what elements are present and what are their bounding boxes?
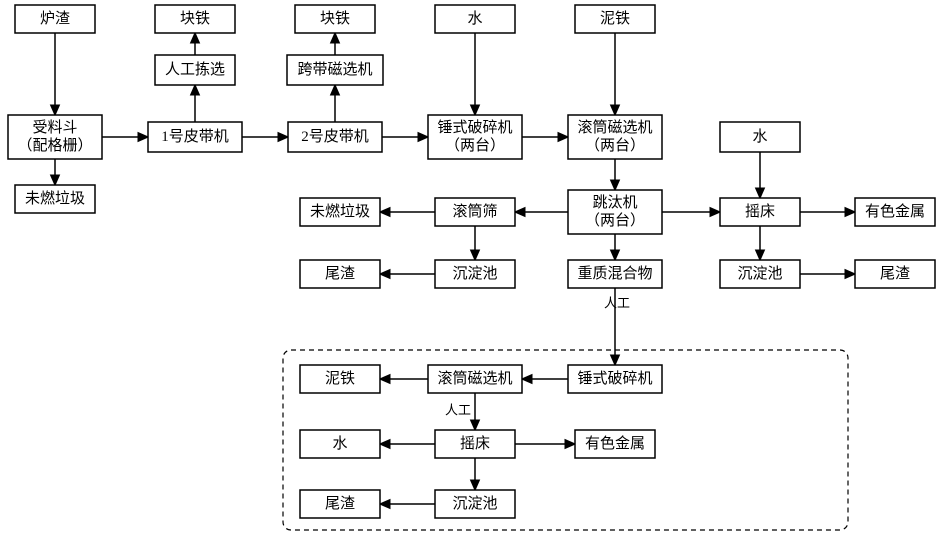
node-label: 有色金属 — [585, 435, 645, 452]
node-label: 块铁 — [320, 10, 350, 27]
node-label: 摇床 — [460, 435, 490, 452]
node-label: 炉渣 — [40, 10, 70, 27]
node-label: 有色金属 — [865, 203, 925, 220]
node-label: 锤式破碎机 — [577, 370, 652, 387]
node-label: 受料斗 — [32, 119, 77, 136]
node-label: 重质混合物 — [577, 265, 652, 282]
node-label: 水 — [332, 435, 347, 452]
node-n_jianxuan: 人工拣选 — [155, 55, 235, 85]
node-label2: （两台） — [445, 137, 505, 154]
node-n_tiaotai: 跳汰机（两台） — [568, 190, 662, 234]
node-n_luzha: 炉渣 — [15, 5, 95, 33]
node-n_yaochuang1: 摇床 — [720, 198, 800, 226]
node-label2: （配格栅） — [17, 137, 92, 154]
node-n_weizha3: 尾渣 — [300, 490, 380, 518]
node-n_shui1: 水 — [435, 5, 515, 33]
node-label: 滚筒筛 — [452, 203, 497, 220]
node-n_youse1: 有色金属 — [855, 198, 935, 226]
annotation: 人工 — [445, 403, 471, 418]
node-label: 水 — [467, 10, 482, 27]
node-n_guntongshai: 滚筒筛 — [435, 198, 515, 226]
node-n_guntong: 滚筒磁选机（两台） — [568, 115, 662, 159]
node-label: 未燃垃圾 — [25, 189, 85, 207]
node-label: 跨带磁选机 — [297, 61, 372, 78]
node-n_chendian1: 沉淀池 — [435, 260, 515, 288]
node-n_shui2: 水 — [720, 122, 800, 152]
node-n_chendian3: 沉淀池 — [435, 490, 515, 518]
node-n_chendian2: 沉淀池 — [720, 260, 800, 288]
node-n_youse2: 有色金属 — [575, 430, 655, 458]
node-label: 滚筒磁选机 — [577, 119, 652, 136]
node-n_kuaitie1: 块铁 — [155, 5, 235, 33]
node-label: 泥铁 — [600, 10, 630, 27]
node-label: 滚筒磁选机 — [437, 370, 512, 387]
node-label: 跳汰机 — [592, 194, 637, 211]
node-label: 泥铁 — [325, 370, 355, 387]
node-label: 水 — [752, 128, 767, 145]
node-label: 沉淀池 — [737, 265, 782, 282]
annotation: 人工 — [604, 296, 630, 311]
node-n_weizha1: 尾渣 — [300, 260, 380, 288]
node-n_zhongzhi: 重质混合物 — [568, 260, 662, 288]
node-label2: （两台） — [585, 137, 645, 154]
node-n_chui1: 锤式破碎机（两台） — [428, 115, 522, 159]
node-n_weizha2: 尾渣 — [855, 260, 935, 288]
node-n_shoudou: 受料斗（配格栅） — [8, 115, 102, 159]
node-label: 锤式破碎机 — [437, 119, 512, 136]
node-label: 尾渣 — [325, 495, 355, 512]
node-n_nitie1: 泥铁 — [575, 5, 655, 33]
node-label: 沉淀池 — [452, 495, 497, 512]
node-label: 沉淀池 — [452, 265, 497, 282]
node-label: 2号皮带机 — [301, 128, 369, 145]
node-label: 尾渣 — [880, 265, 910, 282]
node-n_guntong2: 滚筒磁选机 — [428, 365, 522, 393]
node-n_kuaitie2: 块铁 — [295, 5, 375, 33]
node-n_nitie2: 泥铁 — [300, 365, 380, 393]
node-n_weiran1: 未燃垃圾 — [15, 185, 95, 213]
node-n_pd1: 1号皮带机 — [148, 122, 242, 152]
node-n_kuadai: 跨带磁选机 — [287, 55, 383, 85]
node-n_pd2: 2号皮带机 — [288, 122, 382, 152]
node-n_shui3: 水 — [300, 430, 380, 458]
flowchart-diagram: 炉渣块铁块铁水泥铁人工拣选跨带磁选机受料斗（配格栅）1号皮带机2号皮带机锤式破碎… — [0, 0, 950, 537]
node-label: 人工拣选 — [165, 61, 225, 78]
node-label: 摇床 — [745, 203, 775, 220]
node-label: 块铁 — [180, 10, 210, 27]
node-n_chui2: 锤式破碎机 — [568, 365, 662, 393]
node-label: 1号皮带机 — [161, 128, 229, 145]
node-label: 尾渣 — [325, 265, 355, 282]
node-label2: （两台） — [585, 212, 645, 229]
node-label: 未燃垃圾 — [310, 202, 370, 220]
node-n_yaochuang2: 摇床 — [435, 430, 515, 458]
node-n_weiran2: 未燃垃圾 — [300, 198, 380, 226]
